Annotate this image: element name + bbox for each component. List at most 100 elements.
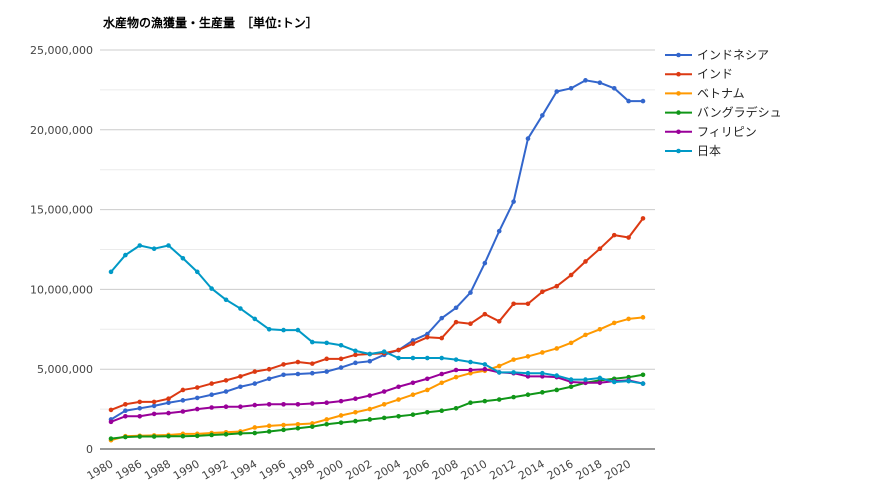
data-point bbox=[281, 427, 286, 433]
data-point bbox=[281, 362, 286, 367]
data-point bbox=[108, 269, 114, 275]
x-tick-label: 1998 bbox=[286, 457, 317, 482]
data-point bbox=[611, 320, 617, 326]
data-point bbox=[309, 339, 315, 345]
data-point bbox=[123, 434, 128, 440]
data-point bbox=[123, 408, 128, 413]
series-line bbox=[110, 79, 643, 421]
data-point bbox=[194, 269, 200, 275]
legend-item[interactable]: 日本 bbox=[665, 144, 721, 158]
data-point bbox=[238, 306, 243, 311]
x-tick-label: 2000 bbox=[315, 457, 346, 482]
x-tick-label: 2010 bbox=[459, 457, 490, 482]
data-point bbox=[453, 374, 459, 380]
data-point bbox=[626, 235, 631, 240]
data-point bbox=[597, 375, 603, 381]
x-tick-label: 1996 bbox=[257, 457, 288, 482]
data-point bbox=[166, 400, 171, 406]
data-point bbox=[180, 387, 186, 393]
x-tick-label: 1992 bbox=[200, 457, 231, 482]
x-axis-ticks: 1980198619881990199219941996199820002002… bbox=[85, 457, 633, 482]
data-point bbox=[626, 374, 631, 380]
data-point bbox=[568, 384, 574, 390]
legend-label: バングラデシュ bbox=[697, 105, 782, 120]
legend-item[interactable]: インドネシア bbox=[665, 48, 769, 62]
data-point bbox=[568, 340, 574, 346]
data-point bbox=[511, 357, 516, 362]
data-point bbox=[266, 423, 272, 429]
data-point bbox=[295, 371, 301, 377]
legend-item[interactable]: ベトナム bbox=[665, 86, 745, 100]
data-point bbox=[425, 409, 430, 415]
data-point bbox=[396, 413, 401, 419]
series-1 bbox=[108, 216, 646, 413]
series-3 bbox=[108, 372, 646, 441]
data-point bbox=[151, 411, 157, 417]
data-point bbox=[353, 360, 358, 366]
data-point bbox=[252, 430, 258, 436]
data-point bbox=[468, 321, 473, 327]
data-point bbox=[540, 390, 545, 395]
data-point bbox=[640, 381, 646, 386]
data-point bbox=[540, 350, 545, 355]
data-point bbox=[281, 327, 286, 333]
data-point bbox=[583, 259, 588, 264]
data-point bbox=[353, 396, 358, 402]
data-point bbox=[425, 355, 430, 361]
data-point bbox=[123, 252, 128, 258]
data-point bbox=[180, 409, 186, 414]
x-tick-label: 2018 bbox=[574, 457, 605, 482]
data-point bbox=[468, 290, 473, 295]
data-point bbox=[540, 374, 545, 379]
data-point bbox=[554, 373, 560, 378]
legend-item[interactable]: インド bbox=[665, 67, 733, 81]
data-point bbox=[137, 243, 143, 248]
data-point bbox=[525, 136, 531, 141]
data-point bbox=[353, 352, 358, 358]
data-point bbox=[482, 362, 488, 367]
data-point bbox=[525, 392, 531, 398]
data-point bbox=[137, 434, 143, 439]
data-point bbox=[266, 402, 272, 407]
data-point bbox=[151, 399, 157, 405]
data-point bbox=[108, 419, 114, 425]
data-point bbox=[425, 331, 430, 337]
data-point bbox=[410, 392, 416, 398]
data-point bbox=[151, 403, 157, 409]
legend-marker bbox=[676, 110, 681, 115]
data-point bbox=[496, 228, 502, 234]
data-point bbox=[166, 396, 171, 402]
data-point bbox=[223, 404, 229, 410]
data-point bbox=[166, 433, 171, 439]
data-point bbox=[439, 408, 445, 413]
legend-item[interactable]: フィリピン bbox=[665, 125, 757, 139]
legend-marker bbox=[676, 148, 681, 154]
data-point bbox=[554, 387, 560, 393]
x-tick-label: 2014 bbox=[516, 457, 547, 482]
data-point bbox=[166, 243, 171, 248]
data-point bbox=[640, 372, 646, 378]
data-point bbox=[338, 365, 344, 370]
data-point bbox=[381, 349, 387, 354]
data-point bbox=[194, 406, 200, 412]
data-point bbox=[295, 425, 301, 431]
data-point bbox=[496, 397, 502, 402]
data-point bbox=[496, 370, 502, 375]
x-tick-label: 1994 bbox=[229, 457, 260, 482]
data-point bbox=[482, 311, 488, 317]
data-point bbox=[123, 413, 128, 419]
legend-label: 日本 bbox=[697, 144, 721, 158]
data-point bbox=[367, 393, 373, 398]
data-point bbox=[554, 89, 560, 94]
legend-item[interactable]: バングラデシュ bbox=[665, 105, 782, 120]
data-point bbox=[554, 346, 560, 351]
data-point bbox=[425, 387, 430, 393]
data-point bbox=[180, 433, 186, 439]
data-point bbox=[295, 359, 301, 365]
data-point bbox=[597, 380, 603, 386]
data-point bbox=[353, 418, 358, 424]
data-point bbox=[396, 384, 401, 390]
data-point bbox=[597, 327, 603, 332]
data-point bbox=[496, 319, 502, 324]
legend-marker bbox=[676, 129, 681, 135]
